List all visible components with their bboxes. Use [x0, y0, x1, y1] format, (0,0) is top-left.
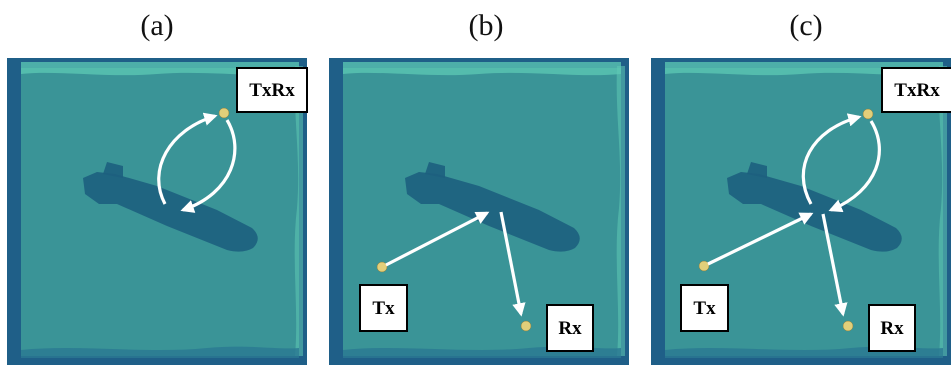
- tx-label: Tx: [680, 284, 729, 332]
- panel-c-scene: [651, 58, 951, 365]
- submarine: [405, 172, 580, 252]
- panel-c-title: (c): [789, 9, 823, 42]
- arrow-target-to-rx: [499, 211, 526, 317]
- rx-label: Rx: [546, 304, 594, 352]
- txrx-label: TxRx: [236, 67, 308, 113]
- panel-b-title: (b): [468, 9, 504, 42]
- rx-node: [842, 320, 854, 332]
- panel-c: TxRx Tx Rx: [651, 58, 951, 365]
- tx-label: Tx: [359, 284, 408, 332]
- tx-node: [376, 261, 388, 273]
- txrx-node: [862, 108, 874, 120]
- tx-node: [698, 260, 710, 272]
- arrow-tx-to-target: [707, 212, 814, 266]
- right-foam: [616, 66, 625, 356]
- txrx-label: TxRx: [881, 67, 951, 113]
- top-foam: [21, 62, 299, 76]
- txrx-node: [218, 107, 230, 119]
- panel-b: Tx Rx: [329, 58, 629, 365]
- right-foam: [938, 66, 947, 356]
- submarine-sail: [425, 162, 445, 178]
- top-foam: [343, 62, 621, 76]
- submarine: [727, 172, 902, 252]
- submarine-sail: [103, 162, 123, 178]
- rx-node: [520, 320, 532, 332]
- arrow-target-to-rx: [821, 213, 848, 317]
- arrow-tx-to-target: [385, 211, 490, 267]
- right-foam: [294, 66, 303, 356]
- arrow-up: [801, 113, 862, 205]
- top-foam: [665, 62, 943, 76]
- arrow-down: [828, 120, 881, 213]
- rx-label: Rx: [868, 304, 916, 352]
- panel-a: TxRx: [7, 58, 308, 365]
- submarine: [83, 172, 258, 252]
- arrow-down: [180, 119, 237, 213]
- panel-a-title: (a): [140, 9, 174, 42]
- bottom-foam: [21, 346, 299, 358]
- arrow-up: [157, 112, 218, 205]
- submarine-sail: [747, 162, 767, 178]
